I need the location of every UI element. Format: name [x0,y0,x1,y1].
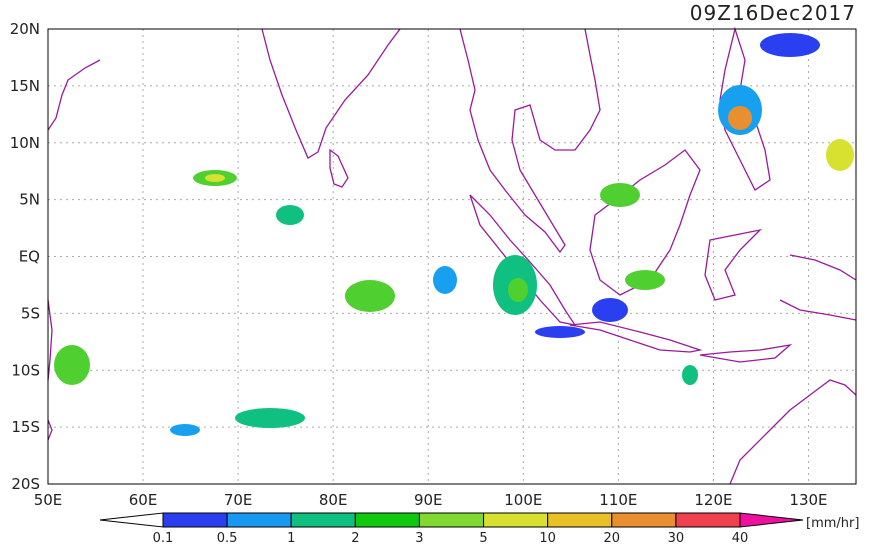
colorbar-label: 20 [604,531,621,544]
coast-africa [47,59,101,381]
precip-cell [345,280,395,312]
lat-label: 5N [19,191,40,209]
coast-madagascar [47,419,53,441]
colorbar-label: 0.1 [153,531,174,544]
lat-label: 15S [11,418,40,436]
coast-timor [699,343,793,363]
coast-srilanka [329,148,349,188]
map-title: 09Z16Dec2017 [690,1,856,25]
colorbar-label: 3 [415,531,423,544]
colorbar-label: 30 [668,531,685,544]
coastlines [47,26,857,485]
precip-cell [235,408,305,428]
lon-label: 80E [319,491,348,509]
precip-cell [535,326,585,338]
lon-label: 90E [414,491,443,509]
precip-cell [728,106,752,130]
precip-cell [433,266,457,294]
precip-cell [592,298,628,322]
colorbar-box [290,512,356,528]
colorbar-box [483,512,549,528]
precipitation [54,33,854,436]
precip-cell [682,365,698,385]
precip-cell [205,174,225,182]
colorbar-box [226,512,292,528]
colorbar-label: 1 [287,531,295,544]
coast-borneo [589,149,701,296]
precip-cell [600,183,640,207]
lon-label: 110E [599,491,637,509]
colorbar-label: 5 [479,531,487,544]
colorbar-box [354,512,420,528]
lat-label: 10N [10,134,40,152]
colorbar-box [418,512,485,528]
coast-mainland-sea [459,28,601,254]
lon-label: 130E [789,491,827,509]
lon-label: 100E [504,491,542,509]
coast-india [261,28,401,159]
precip-cell [508,278,528,302]
lon-label: 70E [224,491,253,509]
precip-cell [276,205,304,225]
coast-australia [729,379,857,485]
lon-label: 60E [129,491,158,509]
colorbar: 0.1 0.5 1 2 3 5 10 20 30 40 [99,512,804,546]
coast-java [569,321,703,353]
coast-philippines [719,26,771,191]
colorbar-box [675,512,741,528]
coast-sulawesi [704,228,762,301]
precip-cell [625,270,665,290]
lon-label: 120E [694,491,732,509]
colorbar-box [547,512,613,528]
lat-label: 5S [21,304,40,322]
coast-newguinea [779,254,857,321]
colorbar-label: 40 [732,531,749,544]
precip-cell [170,424,200,436]
lat-label: EQ [19,248,40,266]
precip-cell [826,139,854,171]
lon-label: 50E [34,491,63,509]
colorbar-high-end [739,512,804,528]
precip-cell [54,345,90,385]
colorbar-label: 10 [539,531,556,544]
precip-cell [760,33,820,57]
lat-label: 15N [10,77,40,95]
lat-label: 10S [11,361,40,379]
colorbar-label: 0.5 [217,531,238,544]
lat-label: 20S [11,475,40,493]
colorbar-unit: [mm/hr] [806,516,859,531]
colorbar-box [162,512,228,528]
colorbar-label: 2 [351,531,359,544]
map-frame [47,28,857,485]
grid [48,29,856,484]
colorbar-box [611,512,677,528]
lat-label: 20N [10,20,40,38]
